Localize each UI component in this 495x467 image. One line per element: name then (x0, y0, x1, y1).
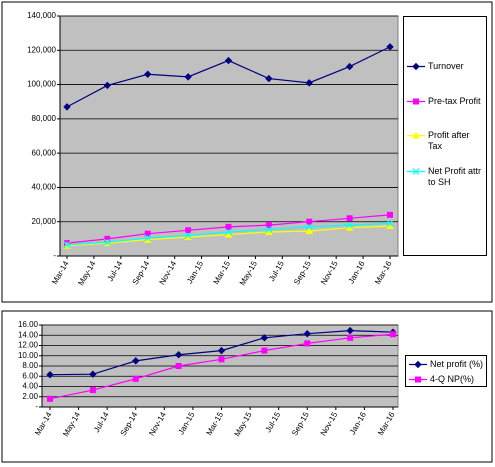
legend-label: 4-Q NP(%) (430, 374, 475, 384)
marker (412, 131, 420, 139)
legend-label: Pre-tax Profit (428, 96, 481, 106)
y-tick-label: - (53, 251, 56, 260)
marker (144, 70, 152, 78)
legend-entry: Net profit (%) (408, 359, 484, 383)
legend-entry: Net Profit attr to SH (406, 166, 484, 190)
legend: Turnover Pre-tax Profit Profit after Tax Ne… (403, 16, 487, 256)
marker (144, 234, 152, 242)
y-tick-label: - (35, 402, 38, 411)
legend-swatch (407, 131, 425, 139)
marker (305, 227, 314, 235)
plot-area (59, 15, 399, 257)
y-tick-label: 12.00 (18, 341, 39, 350)
marker (412, 62, 420, 71)
marker (103, 81, 112, 90)
marker (346, 221, 354, 229)
marker (415, 376, 421, 383)
y-tick-label: 4.00 (22, 382, 38, 391)
legend-swatch (409, 376, 427, 383)
marker (345, 62, 354, 71)
marker (414, 360, 422, 369)
legend-entry: Turnover (406, 61, 484, 85)
legend-label: Net profit (%) (430, 359, 484, 369)
marker (217, 346, 226, 355)
y-tick-label: 6.00 (22, 371, 38, 380)
y-tick-label: 80,000 (32, 114, 57, 123)
marker (412, 168, 420, 175)
marker (225, 223, 232, 230)
y-tick-label: 140,000 (27, 11, 56, 20)
marker (261, 347, 268, 354)
marker (346, 326, 354, 335)
marker (185, 227, 192, 234)
marker (265, 74, 273, 83)
marker (132, 375, 139, 382)
marker (304, 340, 311, 347)
marker (225, 228, 232, 236)
marker (305, 223, 313, 231)
legend-label: Turnover (428, 61, 464, 71)
y-tick-label: 8.00 (22, 361, 38, 370)
marker (103, 238, 111, 246)
legend-label: Profit after Tax (428, 130, 470, 151)
marker (175, 363, 182, 369)
marker (265, 222, 272, 229)
y-tick-label: 60,000 (32, 148, 57, 157)
marker (89, 387, 96, 394)
legend-swatch (407, 62, 425, 71)
legend-entry: 4-Q NP(%) (408, 374, 484, 398)
y-tick-label: 20,000 (32, 217, 57, 226)
marker (386, 43, 394, 51)
marker (386, 220, 394, 227)
legend-swatch (407, 98, 425, 105)
y-tick-label: 40,000 (32, 183, 57, 192)
legend: Net profit (%) 4-Q NP(%) (405, 355, 487, 387)
marker (89, 370, 97, 378)
legend-entry: Pre-tax Profit (406, 96, 484, 120)
marker (46, 371, 54, 379)
marker (174, 351, 183, 359)
marker (224, 56, 233, 65)
marker (184, 232, 192, 239)
y-tick-label: 16.00 (18, 320, 39, 329)
marker (63, 103, 71, 111)
marker (184, 73, 192, 81)
marker (303, 330, 311, 338)
legend-swatch (407, 168, 425, 175)
marker (132, 357, 140, 365)
marker (413, 98, 419, 105)
marker (387, 211, 393, 218)
marker (47, 395, 53, 402)
legend-label: Net Profit attr to SH (428, 166, 482, 187)
marker (390, 331, 396, 338)
legend-entry: Profit after Tax (406, 130, 484, 154)
marker (260, 334, 269, 342)
marker (306, 218, 313, 225)
legend-swatch (409, 360, 427, 369)
marker (346, 215, 353, 222)
y-tick-label: 100,000 (27, 80, 56, 89)
y-tick-label: 2.00 (22, 392, 38, 401)
marker (63, 241, 71, 249)
y-tick-label: 120,000 (27, 45, 56, 54)
marker (265, 226, 273, 233)
y-tick-label: 14.00 (18, 330, 39, 339)
marker (347, 334, 354, 341)
y-tick-label: 10.00 (18, 351, 39, 360)
marker (305, 79, 313, 87)
marker (218, 356, 225, 363)
